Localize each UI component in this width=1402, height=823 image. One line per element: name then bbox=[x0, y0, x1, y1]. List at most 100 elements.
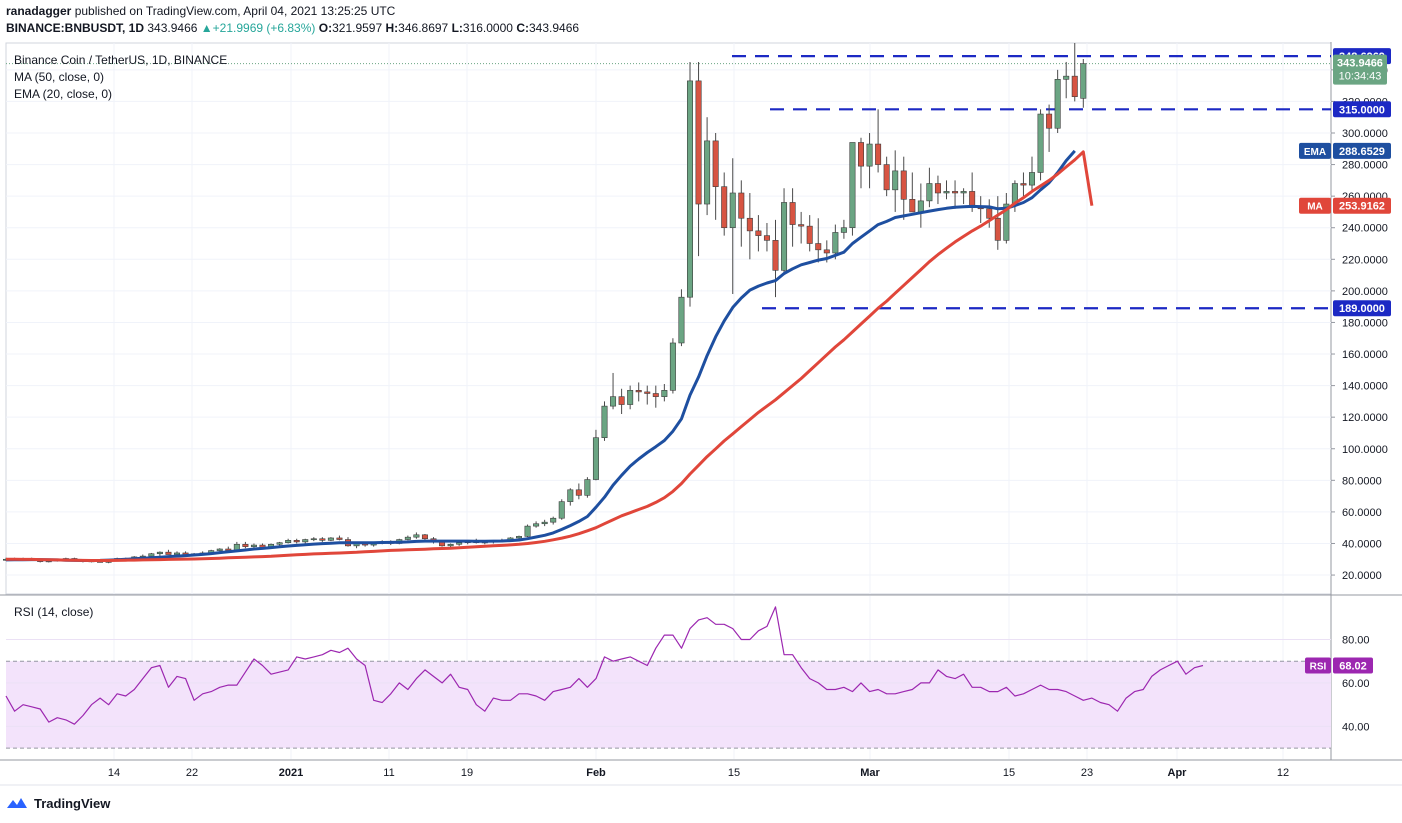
candle[interactable] bbox=[1054, 69, 1061, 133]
ema-value: 288.6529 bbox=[1339, 146, 1385, 158]
candle[interactable] bbox=[952, 180, 959, 209]
candle-body bbox=[866, 143, 873, 167]
candle[interactable] bbox=[336, 535, 343, 541]
candle[interactable] bbox=[798, 211, 805, 244]
candle[interactable] bbox=[729, 158, 736, 295]
candle[interactable] bbox=[909, 172, 916, 213]
candle[interactable] bbox=[404, 535, 411, 541]
candle[interactable] bbox=[302, 538, 309, 544]
candle[interactable] bbox=[934, 175, 941, 205]
candle[interactable] bbox=[635, 382, 642, 402]
candle[interactable] bbox=[1020, 172, 1027, 197]
candle[interactable] bbox=[541, 519, 548, 527]
candle[interactable] bbox=[883, 156, 890, 197]
candle[interactable] bbox=[1003, 192, 1010, 244]
candle[interactable] bbox=[575, 483, 582, 500]
symbol-name[interactable]: BINANCE:BNBUSDT, 1D bbox=[6, 21, 145, 35]
candle[interactable] bbox=[789, 188, 796, 247]
candle[interactable] bbox=[165, 549, 172, 555]
candle-body bbox=[917, 200, 924, 213]
candle-body bbox=[327, 537, 334, 541]
candle[interactable] bbox=[1080, 58, 1087, 108]
legend-ema[interactable]: EMA (20, close, 0) bbox=[14, 87, 113, 101]
candle[interactable] bbox=[772, 219, 779, 298]
candle[interactable] bbox=[1046, 104, 1053, 152]
candle[interactable] bbox=[558, 499, 565, 520]
candle[interactable] bbox=[421, 534, 428, 541]
candle[interactable] bbox=[669, 338, 676, 394]
chart-canvas[interactable]: 20.0000 40.0000 60.0000 80.0000 100.0000 120.… bbox=[0, 42, 1402, 792]
publisher-name[interactable]: ranadagger bbox=[6, 4, 72, 18]
candle[interactable] bbox=[806, 215, 813, 252]
candle[interactable] bbox=[840, 219, 847, 239]
ema-line[interactable] bbox=[5, 149, 1076, 562]
candle[interactable] bbox=[661, 384, 668, 402]
candle[interactable] bbox=[618, 388, 625, 415]
candle[interactable] bbox=[926, 167, 933, 208]
candle[interactable] bbox=[815, 218, 822, 263]
candle[interactable] bbox=[781, 188, 788, 276]
candle[interactable] bbox=[327, 537, 334, 542]
candle[interactable] bbox=[550, 516, 557, 525]
ma-tag bbox=[1299, 197, 1331, 214]
candle[interactable] bbox=[917, 183, 924, 228]
candle[interactable] bbox=[1037, 109, 1044, 181]
ma-line[interactable] bbox=[6, 150, 1094, 562]
candle[interactable] bbox=[892, 150, 899, 212]
rsi-line[interactable] bbox=[5, 606, 1204, 725]
candle[interactable] bbox=[960, 188, 967, 205]
candle[interactable] bbox=[943, 180, 950, 200]
candle[interactable] bbox=[721, 172, 728, 236]
candle[interactable] bbox=[977, 196, 984, 223]
candle[interactable] bbox=[763, 222, 770, 252]
candle[interactable] bbox=[738, 180, 745, 247]
candle[interactable] bbox=[524, 524, 531, 538]
legend-rsi[interactable]: RSI (14, close) bbox=[14, 605, 94, 619]
candle[interactable] bbox=[1071, 43, 1078, 102]
candle[interactable] bbox=[584, 477, 591, 498]
candle[interactable] bbox=[413, 532, 420, 539]
candle[interactable] bbox=[1029, 156, 1036, 193]
candle[interactable] bbox=[857, 137, 864, 189]
candle[interactable] bbox=[1063, 61, 1070, 99]
candle[interactable] bbox=[319, 537, 326, 542]
candle[interactable] bbox=[994, 196, 1001, 250]
candle[interactable] bbox=[832, 224, 839, 260]
candle[interactable] bbox=[686, 61, 693, 307]
candle[interactable] bbox=[652, 385, 659, 408]
candle[interactable] bbox=[875, 109, 882, 173]
candle[interactable] bbox=[695, 61, 702, 257]
candle[interactable] bbox=[746, 192, 753, 260]
candle[interactable] bbox=[849, 142, 856, 236]
candle[interactable] bbox=[644, 385, 651, 405]
candle[interactable] bbox=[533, 521, 540, 528]
candle[interactable] bbox=[285, 538, 292, 544]
candle[interactable] bbox=[704, 117, 711, 216]
candle[interactable] bbox=[678, 289, 685, 347]
candle[interactable] bbox=[866, 132, 873, 189]
time-axis-label: 15 bbox=[728, 767, 740, 779]
candle[interactable] bbox=[216, 548, 223, 552]
candle[interactable] bbox=[293, 538, 300, 544]
legend-title[interactable]: Binance Coin / TetherUS, 1D, BINANCE bbox=[14, 53, 228, 67]
candle-body bbox=[1063, 75, 1070, 80]
candle[interactable] bbox=[567, 488, 574, 506]
candle[interactable] bbox=[156, 551, 163, 557]
candle[interactable] bbox=[592, 429, 599, 481]
candle[interactable] bbox=[601, 401, 608, 441]
candle[interactable] bbox=[755, 215, 762, 252]
candle[interactable] bbox=[610, 372, 617, 410]
candle[interactable] bbox=[242, 541, 249, 549]
candle[interactable] bbox=[986, 199, 993, 228]
candle[interactable] bbox=[627, 385, 634, 410]
price-tick-label: 20.0000 bbox=[1342, 570, 1382, 582]
tradingview-logo[interactable]: TradingView bbox=[6, 795, 110, 811]
candle-body bbox=[618, 396, 625, 405]
candle-body bbox=[943, 191, 950, 194]
candle[interactable] bbox=[310, 537, 317, 542]
candle-body bbox=[815, 243, 822, 251]
candle[interactable] bbox=[712, 132, 719, 220]
legend-ma[interactable]: MA (50, close, 0) bbox=[14, 70, 105, 84]
candle[interactable] bbox=[900, 156, 907, 220]
candle[interactable] bbox=[250, 543, 257, 549]
